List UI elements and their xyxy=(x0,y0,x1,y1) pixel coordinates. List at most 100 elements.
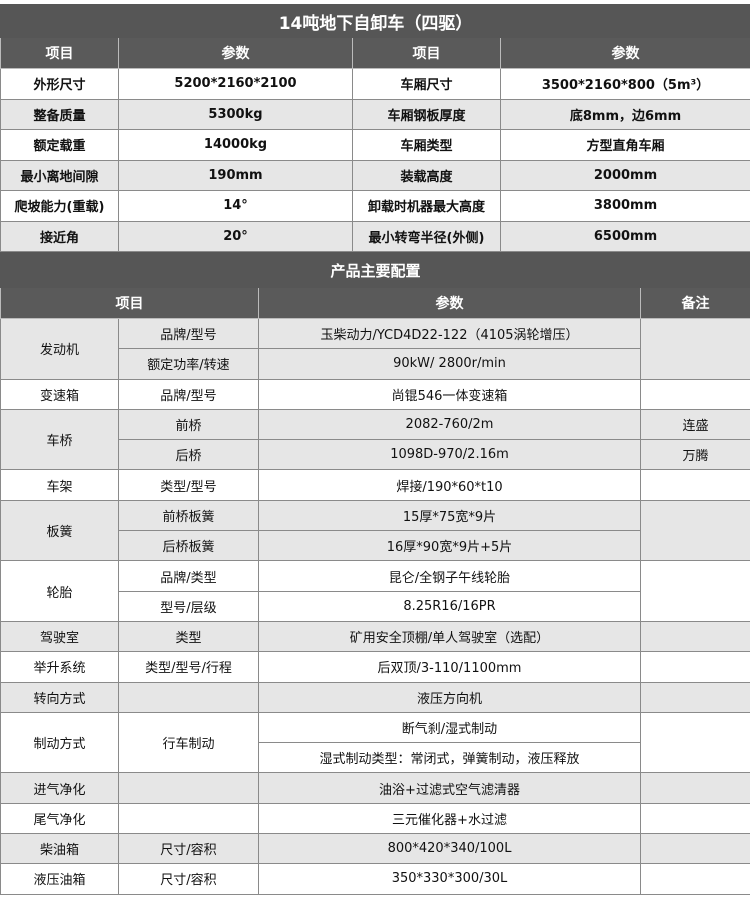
table-row: 变速箱 品牌/型号 尚锟546一体变速箱 xyxy=(0,378,750,410)
table-row: 爬坡能力(重载) 14° 卸载时机器最大高度 3800mm xyxy=(0,190,750,222)
spec-label: 整备质量 xyxy=(0,98,119,130)
table-row: 进气净化 油浴+过滤式空气滤清器 xyxy=(0,772,750,804)
config-name: 尾气净化 xyxy=(0,802,119,835)
spec-label: 装载高度 xyxy=(352,159,501,191)
config-note xyxy=(639,833,750,865)
config-name: 板簧 xyxy=(0,499,119,562)
config-sub: 后桥板簧 xyxy=(118,530,259,562)
header-item: 项目 xyxy=(0,37,119,69)
table-row: 湿式制动类型：常闭式，弹簧制动，液压释放 xyxy=(1,742,750,774)
config-note xyxy=(639,378,750,410)
config-note xyxy=(639,318,750,380)
table-row: 举升系统 类型/型号/行程 后双顶/3-110/1100mm xyxy=(0,651,750,683)
config-value: 15厚*75宽*9片 xyxy=(258,499,641,532)
config-sub: 前桥板簧 xyxy=(118,499,259,532)
spec-value: 20° xyxy=(118,220,353,252)
config-note xyxy=(639,802,750,835)
table-row: 额定载重 14000kg 车厢类型 方型直角车厢 xyxy=(0,129,750,161)
config-note xyxy=(639,681,750,713)
header-param: 参数 xyxy=(258,287,641,319)
config-value: 油浴+过滤式空气滤清器 xyxy=(258,772,641,804)
table-row: 转向方式 液压方向机 xyxy=(0,681,750,713)
config-value: 断气刹/湿式制动 xyxy=(258,711,641,744)
spec-label: 接近角 xyxy=(0,220,119,252)
config-value: 矿用安全顶棚/单人驾驶室（选配） xyxy=(258,620,641,653)
config-sub: 类型/型号 xyxy=(118,469,259,501)
config-sub xyxy=(118,681,259,713)
table-row: 液压油箱 尺寸/容积 350*330*300/30L xyxy=(0,863,750,895)
config-note: 连盛 xyxy=(639,408,750,441)
table-row: 最小离地间隙 190mm 装载高度 2000mm xyxy=(0,159,750,191)
spec-label: 额定载重 xyxy=(0,129,119,161)
config-note xyxy=(639,772,750,804)
config-value: 2082-760/2m xyxy=(258,408,641,441)
basic-spec-table: 14吨地下自卸车（四驱） 项目 参数 项目 参数 外形尺寸 5200*2160*2… xyxy=(0,4,750,252)
config-name: 变速箱 xyxy=(0,378,119,410)
config-value: 90kW/ 2800r/min xyxy=(258,348,641,380)
config-sub: 品牌/类型 xyxy=(118,560,259,592)
spec-label: 最小离地间隙 xyxy=(0,159,119,191)
header-item: 项目 xyxy=(352,37,501,69)
table-row: 后桥板簧 16厚*90宽*9片+5片 xyxy=(1,530,750,562)
config-sub xyxy=(118,772,259,804)
spec-label: 最小转弯半径(外侧) xyxy=(352,220,501,252)
config-value: 三元催化器+水过滤 xyxy=(258,802,641,835)
config-sub: 类型/型号/行程 xyxy=(118,651,259,683)
spec-value: 5300kg xyxy=(118,98,353,130)
spec-label: 车厢尺寸 xyxy=(352,68,501,100)
spec-label: 外形尺寸 xyxy=(0,68,119,100)
config-note xyxy=(639,499,750,562)
table-row: 板簧 前桥板簧 15厚*75宽*9片 xyxy=(0,499,750,562)
config-name: 柴油箱 xyxy=(0,833,119,865)
config-note xyxy=(639,863,750,895)
config-value: 16厚*90宽*9片+5片 xyxy=(258,530,641,562)
config-sub: 后桥 xyxy=(118,439,259,471)
table-row: 接近角 20° 最小转弯半径(外侧) 6500mm xyxy=(0,220,750,252)
config-name: 车架 xyxy=(0,469,119,501)
spec-value: 方型直角车厢 xyxy=(499,129,750,161)
config-value: 350*330*300/30L xyxy=(258,863,641,895)
spec-value: 3500*2160*800（5m³） xyxy=(499,68,750,100)
table-row: 型号/层级 8.25R16/16PR xyxy=(1,590,750,622)
spec-value: 14000kg xyxy=(118,129,353,161)
header-param: 参数 xyxy=(118,37,353,69)
config-sub: 额定功率/转速 xyxy=(118,348,259,380)
spec-value: 底8mm，边6mm xyxy=(499,98,750,130)
table-row: 轮胎 品牌/类型 昆仑/全钢子午线轮胎 xyxy=(0,560,750,622)
config-note xyxy=(639,651,750,683)
spec-value: 190mm xyxy=(118,159,353,191)
spec-label: 车厢类型 xyxy=(352,129,501,161)
config-sub: 型号/层级 xyxy=(118,590,259,622)
spec-label: 车厢钢板厚度 xyxy=(352,98,501,130)
spec-label: 卸载时机器最大高度 xyxy=(352,190,501,222)
spec-value: 6500mm xyxy=(499,220,750,252)
config-note xyxy=(639,620,750,653)
header-note: 备注 xyxy=(639,287,750,319)
config-table: 产品主要配置 项目 参数 备注 发动机 品牌/型号 玉柴动力/YCD4D22-1… xyxy=(0,252,750,895)
config-name: 轮胎 xyxy=(0,560,119,622)
spec-value: 2000mm xyxy=(499,159,750,191)
config-value: 后双顶/3-110/1100mm xyxy=(258,651,641,683)
table-row: 外形尺寸 5200*2160*2100 车厢尺寸 3500*2160*800（5m³） xyxy=(0,68,750,100)
config-sub xyxy=(118,802,259,835)
config-value: 昆仑/全钢子午线轮胎 xyxy=(258,560,641,592)
config-name: 驾驶室 xyxy=(0,620,119,653)
config-name: 进气净化 xyxy=(0,772,119,804)
config-sub: 尺寸/容积 xyxy=(118,863,259,895)
spec-value: 5200*2160*2100 xyxy=(118,68,353,100)
table-row: 制动方式 行车制动 断气刹/湿式制动 xyxy=(0,711,750,774)
table-row: 额定功率/转速 90kW/ 2800r/min xyxy=(1,348,750,380)
config-sub: 品牌/型号 xyxy=(118,317,259,350)
page-title: 14吨地下自卸车（四驱） xyxy=(0,4,750,38)
config-value: 焊接/190*60*t10 xyxy=(258,469,641,501)
table-row: 发动机 品牌/型号 玉柴动力/YCD4D22-122（4105涡轮增压） xyxy=(0,317,750,380)
config-name: 发动机 xyxy=(0,318,119,380)
config-name: 转向方式 xyxy=(0,681,119,713)
config-name: 液压油箱 xyxy=(0,863,119,895)
config-note xyxy=(639,469,750,501)
config-value: 800*420*340/100L xyxy=(258,833,641,865)
table-row: 车架 类型/型号 焊接/190*60*t10 xyxy=(0,469,750,501)
config-sub: 类型 xyxy=(118,620,259,653)
config-value: 1098D-970/2.16m xyxy=(258,439,641,471)
spec-sheet: 14吨地下自卸车（四驱） 项目 参数 项目 参数 外形尺寸 5200*2160*2… xyxy=(0,4,750,895)
